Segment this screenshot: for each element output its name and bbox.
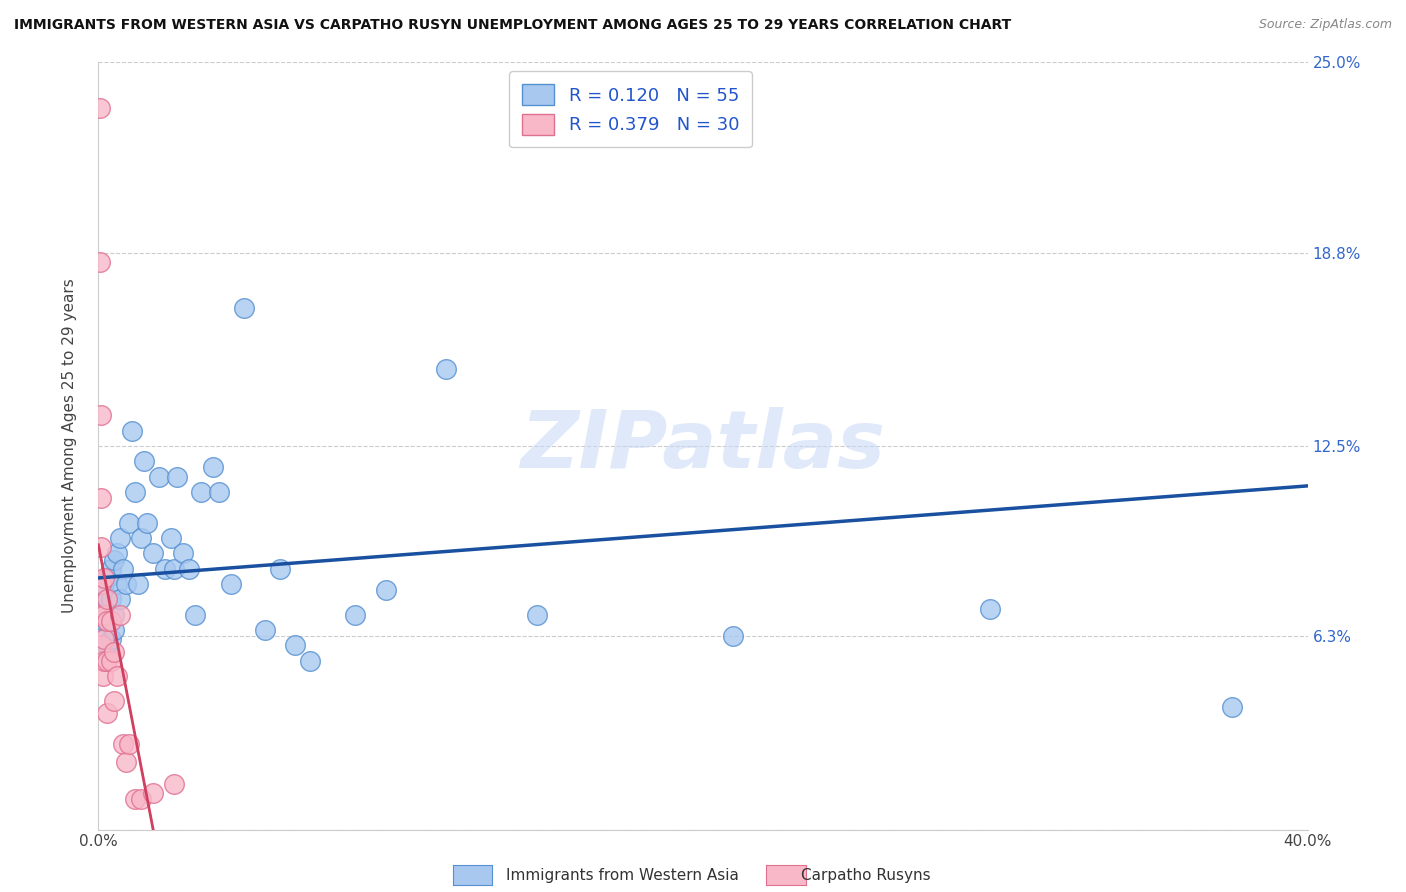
Point [124,485,146,500]
Point [160,531,183,545]
Point [1220,699,1243,714]
Point [253,623,276,637]
Point [103,607,125,622]
Point [221,577,243,591]
Point [129,792,152,806]
Point [179,562,201,576]
Point [118,737,141,751]
Point [111,737,134,751]
Legend: R = 0.120   N = 55, R = 0.379   N = 30: R = 0.120 N = 55, R = 0.379 N = 30 [509,71,752,147]
Point [90,601,112,615]
Point [118,516,141,530]
Point [100,614,122,628]
Point [103,623,125,637]
Point [96,614,118,628]
Point [96,614,118,628]
Point [344,607,367,622]
Point [232,301,254,315]
Point [100,654,122,668]
Point [93,607,115,622]
Point [124,792,146,806]
Point [108,607,131,622]
Point [374,583,396,598]
Point [108,531,131,545]
Text: Source: ZipAtlas.com: Source: ZipAtlas.com [1258,18,1392,31]
Point [93,577,115,591]
Point [184,607,207,622]
Point [114,577,136,591]
Point [96,571,118,585]
Point [114,755,136,769]
Point [103,694,125,708]
Point [434,362,457,376]
Point [93,654,115,668]
Point [269,562,291,576]
Point [96,654,118,668]
Point [105,546,128,560]
Point [100,562,122,576]
Point [526,607,548,622]
Point [100,592,122,607]
Point [96,706,118,720]
Text: Immigrants from Western Asia: Immigrants from Western Asia [506,869,740,883]
Point [93,644,115,658]
Point [90,583,112,598]
Point [108,592,131,607]
Point [91,669,114,683]
Point [299,654,322,668]
Point [103,552,125,566]
Point [103,644,125,658]
Point [979,601,1001,615]
Point [93,614,115,628]
Point [135,516,157,530]
Point [100,632,122,647]
Point [129,531,152,545]
Point [163,562,186,576]
Point [96,639,118,653]
Point [105,669,128,683]
Point [121,424,143,438]
Point [89,255,111,269]
Point [142,786,165,800]
Point [105,577,128,591]
Point [96,592,118,607]
Point [153,562,176,576]
Text: IMMIGRANTS FROM WESTERN ASIA VS CARPATHO RUSYN UNEMPLOYMENT AMONG AGES 25 TO 29 : IMMIGRANTS FROM WESTERN ASIA VS CARPATHO… [14,18,1011,32]
Point [90,409,112,423]
Point [127,577,149,591]
Point [89,102,111,116]
Point [90,541,112,555]
Point [90,491,112,505]
Point [93,571,115,585]
Point [284,639,307,653]
Point [90,607,112,622]
Point [723,629,745,643]
Point [111,562,134,576]
Point [190,485,212,500]
Point [96,592,118,607]
Point [90,577,112,591]
Point [148,469,170,483]
Point [163,776,186,790]
Point [90,639,112,653]
Text: Carpatho Rusyns: Carpatho Rusyns [801,869,931,883]
Y-axis label: Unemployment Among Ages 25 to 29 years: Unemployment Among Ages 25 to 29 years [62,278,77,614]
Point [172,546,194,560]
Point [202,460,225,475]
Point [132,454,155,468]
Point [208,485,231,500]
Point [166,469,188,483]
Point [93,632,115,647]
Point [142,546,165,560]
Point [93,601,115,615]
Text: ZIPatlas: ZIPatlas [520,407,886,485]
Point [90,623,112,637]
